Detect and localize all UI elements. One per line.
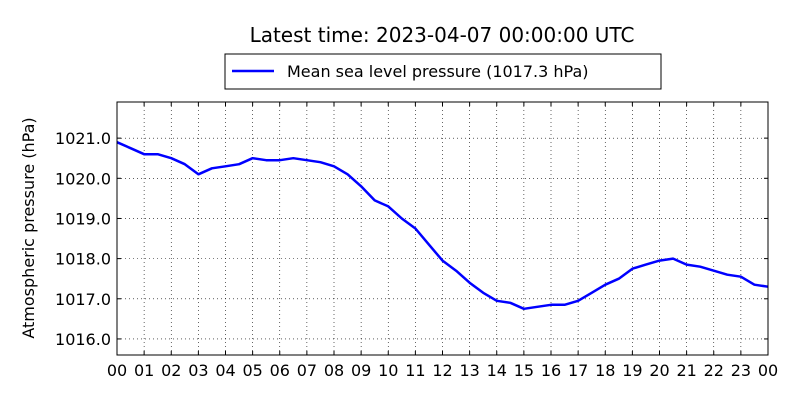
legend: Mean sea level pressure (1017.3 hPa) (224, 53, 662, 90)
x-tick-label: 02 (161, 361, 181, 380)
x-tick-label: 19 (622, 361, 642, 380)
x-tick-label: 15 (514, 361, 534, 380)
ticks (116, 102, 769, 355)
x-tick-label: 12 (432, 361, 452, 380)
x-tick-label: 17 (568, 361, 588, 380)
legend-box (224, 53, 662, 90)
chart-title: Latest time: 2023-04-07 00:00:00 UTC (250, 23, 635, 47)
y-tick-label: 1018.0 (55, 250, 111, 269)
x-tick-label: 18 (595, 361, 615, 380)
grid (117, 102, 768, 355)
y-tick-label: 1019.0 (55, 209, 111, 228)
y-tick-label: 1016.0 (55, 330, 111, 349)
x-tick-label: 23 (731, 361, 751, 380)
y-tick-label: 1017.0 (55, 290, 111, 309)
y-tick-label: 1020.0 (55, 169, 111, 188)
plot-frame (116, 101, 769, 356)
x-tick-label: 03 (188, 361, 208, 380)
x-tick-label: 21 (676, 361, 696, 380)
x-tick-label: 20 (649, 361, 669, 380)
y-tick-label: 1021.0 (55, 129, 111, 148)
x-tick-label: 09 (351, 361, 371, 380)
x-tick-label: 16 (541, 361, 561, 380)
x-tick-label: 06 (270, 361, 290, 380)
x-tick-label: 13 (459, 361, 479, 380)
y-axis-label: Atmospheric pressure (hPa) (19, 117, 38, 338)
x-tick-label: 11 (405, 361, 425, 380)
x-tick-label: 00 (758, 361, 778, 380)
legend-label: Mean sea level pressure (1017.3 hPa) (287, 62, 589, 81)
x-tick-labels: 00 01 02 03 04 05 06 07 08 09 10 11 12 13 14 15 16 17 18 19… (107, 361, 778, 380)
x-tick-label: 10 (378, 361, 398, 380)
x-tick-label: 22 (704, 361, 724, 380)
x-tick-label: 07 (297, 361, 317, 380)
series-line-mean-sea-level-pressure (116, 141, 769, 311)
x-tick-label: 00 (107, 361, 127, 380)
series-layer (116, 141, 769, 311)
x-tick-label: 01 (134, 361, 154, 380)
y-tick-labels: 1016.0 1017.0 1018.0 1019.0 1020.0 1021.0 (55, 129, 111, 349)
x-tick-label: 04 (215, 361, 235, 380)
x-tick-label: 05 (242, 361, 262, 380)
x-tick-label: 08 (324, 361, 344, 380)
x-tick-label: 14 (487, 361, 507, 380)
